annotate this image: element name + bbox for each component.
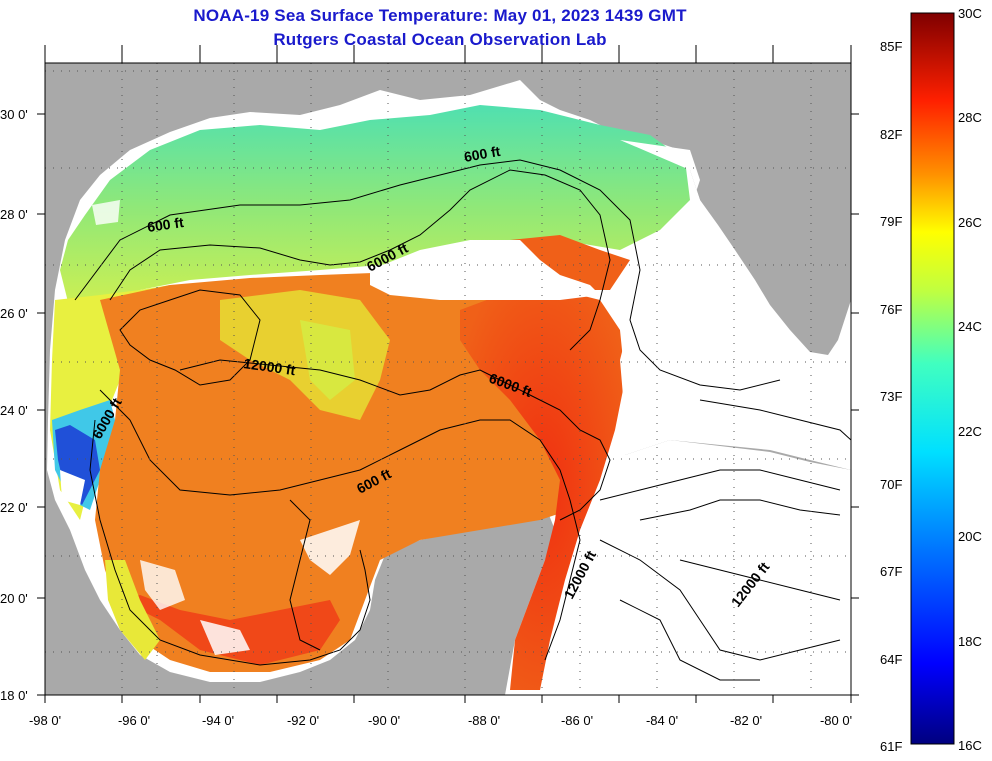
map-title: NOAA-19 Sea Surface Temperature: May 01,…: [193, 6, 687, 25]
fahrenheit-label: 79F: [880, 214, 902, 229]
color-scale-bar: [910, 12, 955, 745]
map-frame: [44, 62, 852, 696]
fahrenheit-label: 67F: [880, 564, 902, 579]
fahrenheit-label: 70F: [880, 477, 902, 492]
lat-label: 24 0': [0, 403, 28, 418]
celsius-label: 30C: [958, 6, 982, 21]
map-subtitle: Rutgers Coastal Ocean Observation Lab: [273, 30, 607, 49]
celsius-label: 22C: [958, 424, 982, 439]
cloud-central: [370, 240, 600, 300]
sst-central: [95, 272, 580, 672]
lon-label: -98 0': [29, 713, 61, 728]
lat-label: 20 0': [0, 591, 28, 606]
lon-label: -88 0': [468, 713, 500, 728]
sst-central-yellow: [220, 290, 390, 420]
lat-label: 30 0': [0, 107, 28, 122]
celsius-label: 20C: [958, 529, 982, 544]
fahrenheit-label: 64F: [880, 652, 902, 667]
lat-label: 26 0': [0, 306, 28, 321]
bathymetry-contours: [74, 159, 851, 681]
fahrenheit-label: 61F: [880, 739, 902, 754]
land-florida: [520, 63, 851, 355]
lon-label: -96 0': [118, 713, 150, 728]
lon-label: -90 0': [368, 713, 400, 728]
celsius-label: 28C: [958, 110, 982, 125]
lat-label: 28 0': [0, 207, 28, 222]
contour-label: 600 ft: [463, 143, 502, 165]
celsius-label: 16C: [958, 738, 982, 753]
lat-label: 18 0': [0, 688, 28, 703]
lon-label: -82 0': [730, 713, 762, 728]
celsius-label: 24C: [958, 319, 982, 334]
contour-label: 12000 ft: [243, 355, 297, 378]
sst-north-shelf: [60, 105, 690, 310]
fahrenheit-label: 82F: [880, 127, 902, 142]
fahrenheit-label: 73F: [880, 389, 902, 404]
celsius-label: 18C: [958, 634, 982, 649]
land-mexico-texas: [45, 63, 555, 695]
lat-label: 22 0': [0, 500, 28, 515]
fahrenheit-label: 76F: [880, 302, 902, 317]
lon-label: -86 0': [561, 713, 593, 728]
axis-ticks: [37, 45, 859, 703]
contour-label: 600 ft: [146, 214, 185, 235]
lon-label: -80 0': [820, 713, 852, 728]
lon-label: -92 0': [287, 713, 319, 728]
lon-label: -94 0': [202, 713, 234, 728]
sst-loop-current: [460, 290, 625, 690]
lon-label: -84 0': [646, 713, 678, 728]
fahrenheit-label: 85F: [880, 39, 902, 54]
celsius-label: 26C: [958, 215, 982, 230]
